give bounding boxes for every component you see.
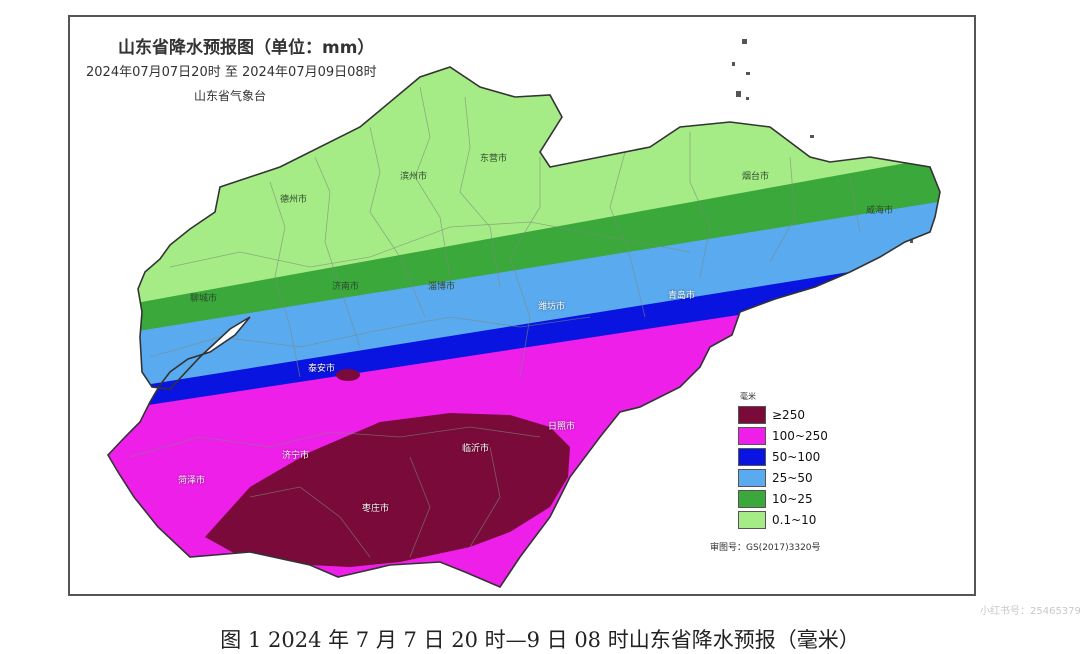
legend-swatch (738, 448, 766, 466)
legend-label: ≥250 (772, 408, 805, 422)
city-label: 潍坊市 (538, 302, 566, 312)
valid-period: 2024年07月07日20时 至 2024年07月09日08时 (86, 65, 377, 80)
city-label: 菏泽市 (178, 476, 206, 486)
legend: 毫米 ≥250 100~250 50~100 25~50 10~25 0.1~1… (738, 391, 888, 531)
legend-swatch (738, 490, 766, 508)
city-label: 济南市 (332, 282, 360, 292)
city-label: 威海市 (866, 206, 894, 216)
legend-swatch (738, 427, 766, 445)
agency-name: 山东省气象台 (194, 89, 267, 103)
legend-item: 0.1~10 (738, 510, 888, 530)
city-label: 淄博市 (428, 282, 456, 292)
city-label: 聊城市 (190, 294, 218, 304)
figure-caption: 图 1 2024 年 7 月 7 日 20 时—9 日 08 时山东省降水预报（… (220, 628, 860, 652)
legend-label: 0.1~10 (772, 513, 817, 527)
city-label: 滨州市 (400, 172, 428, 182)
city-label: 泰安市 (308, 364, 336, 374)
legend-label: 25~50 (772, 471, 813, 485)
legend-item: 25~50 (738, 468, 888, 488)
city-label: 东营市 (480, 154, 508, 164)
legend-label: 100~250 (772, 429, 828, 443)
legend-item: 50~100 (738, 447, 888, 467)
city-label: 枣庄市 (362, 504, 390, 514)
approval-number: 审图号：GS(2017)3320号 (710, 543, 821, 553)
city-label: 临沂市 (462, 444, 490, 454)
legend-label: 50~100 (772, 450, 821, 464)
map-frame: 山东省降水预报图（单位：mm） 2024年07月07日20时 至 2024年07… (68, 15, 976, 596)
map-title: 山东省降水预报图（单位：mm） (118, 38, 375, 58)
watermark: 小红书号：2546537913 (980, 606, 1080, 617)
legend-item: ≥250 (738, 405, 888, 425)
city-label: 济宁市 (282, 451, 310, 461)
province-outline (107, 66, 941, 588)
city-label: 德州市 (280, 195, 308, 205)
legend-swatch (738, 406, 766, 424)
legend-item: 10~25 (738, 489, 888, 509)
legend-item: 100~250 (738, 426, 888, 446)
city-label: 青岛市 (668, 291, 696, 301)
legend-swatch (738, 511, 766, 529)
legend-label: 10~25 (772, 492, 813, 506)
legend-swatch (738, 469, 766, 487)
city-label: 烟台市 (742, 172, 770, 182)
legend-unit: 毫米 (740, 392, 756, 401)
city-label: 日照市 (548, 422, 576, 432)
